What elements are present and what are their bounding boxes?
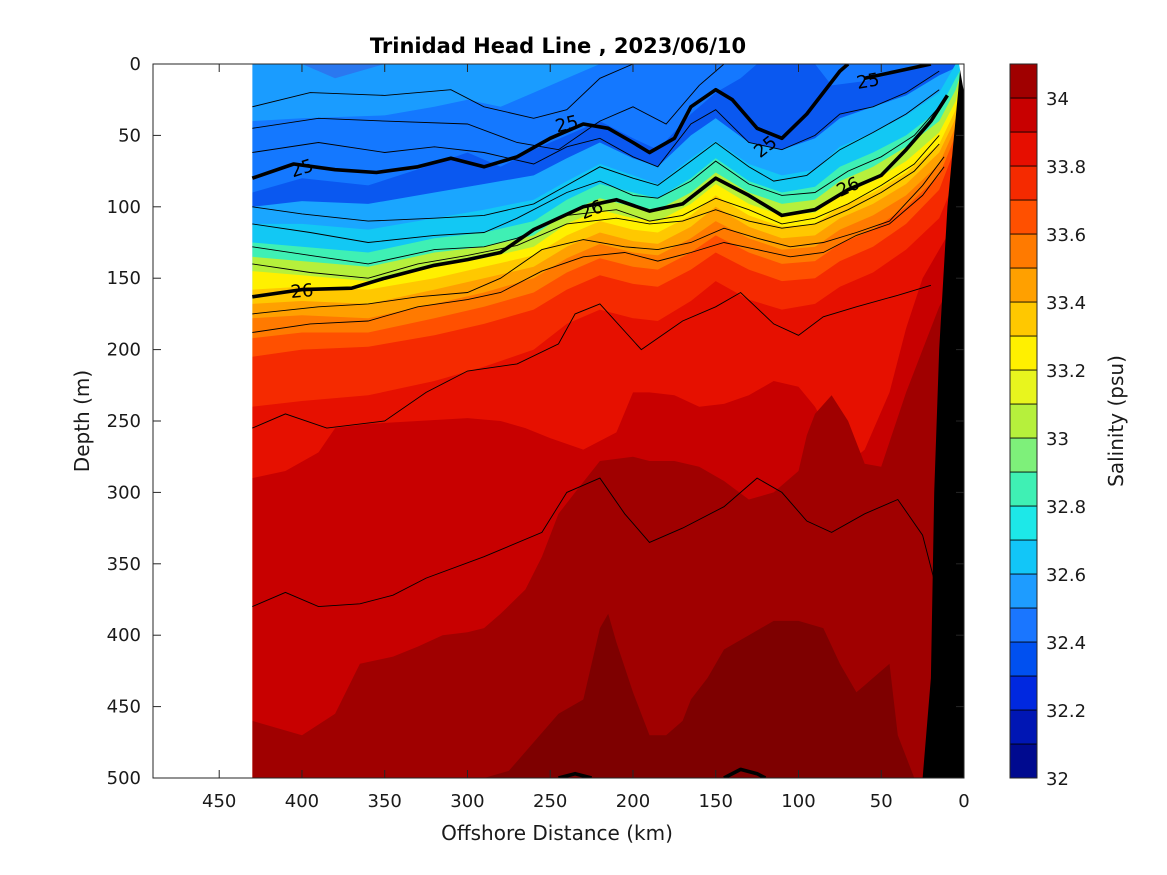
colorbar-swatch bbox=[1009, 573, 1038, 609]
isopycnal-line bbox=[252, 89, 940, 222]
x-tick-label: 0 bbox=[958, 791, 969, 812]
chart-title: Trinidad Head Line , 2023/06/10 bbox=[370, 34, 746, 58]
x-axis-ticks: 450 400 350 300 250 200 150 100 50 0 bbox=[202, 64, 970, 812]
colorbar-swatch bbox=[1009, 301, 1038, 337]
x-tick-label: 50 bbox=[870, 791, 893, 812]
salinity-field bbox=[153, 64, 964, 778]
colorbar-tick-label: 32.6 bbox=[1046, 565, 1086, 586]
colorbar: 32 32.2 32.4 32.6 32.8 33 33.2 33.4 33.6 33.8 34 bbox=[1009, 63, 1086, 790]
colorbar-tick-label: 32.2 bbox=[1046, 701, 1086, 722]
colorbar-tick-label: 33.2 bbox=[1046, 361, 1086, 382]
colorbar-tick-label: 32.4 bbox=[1046, 633, 1086, 654]
colorbar-tick-label: 33.8 bbox=[1046, 157, 1086, 178]
bathymetry bbox=[922, 64, 964, 778]
y-tick-label: 200 bbox=[107, 340, 141, 361]
colorbar-tick-label: 34 bbox=[1046, 89, 1069, 110]
isopycnal-line bbox=[252, 477, 940, 608]
x-tick-label: 250 bbox=[533, 791, 567, 812]
y-axis-label: Depth (m) bbox=[70, 370, 94, 472]
colorbar-swatch bbox=[1009, 403, 1038, 439]
y-tick-label: 300 bbox=[107, 482, 141, 503]
isopycnal-line bbox=[252, 284, 932, 429]
colorbar-swatch bbox=[1009, 267, 1038, 303]
y-tick-label: 50 bbox=[118, 125, 141, 146]
x-tick-label: 450 bbox=[202, 791, 236, 812]
y-tick-label: 250 bbox=[107, 411, 141, 432]
colorbar-tick-label: 32.8 bbox=[1046, 497, 1086, 518]
isopycnal-line bbox=[252, 166, 945, 333]
colorbar-swatch bbox=[1009, 539, 1038, 575]
y-axis-ticks: 0 50 100 150 200 250 300 350 400 450 500 bbox=[107, 54, 964, 789]
band-b17 bbox=[252, 613, 964, 778]
x-tick-label: 350 bbox=[368, 791, 402, 812]
y-tick-label: 400 bbox=[107, 625, 141, 646]
x-tick-label: 300 bbox=[450, 791, 484, 812]
isopycnal-line bbox=[252, 135, 940, 265]
isopycnal-line bbox=[252, 70, 940, 168]
colorbar-swatch bbox=[1009, 97, 1038, 133]
isopycnal-line bbox=[252, 64, 634, 119]
isopycnal-line bbox=[252, 106, 940, 243]
density-contour-segment bbox=[723, 767, 767, 778]
contour-label-25: 25 bbox=[855, 69, 881, 94]
isopycnal-lines bbox=[252, 64, 945, 608]
density-contour-25 bbox=[864, 64, 932, 81]
isopycnal-line bbox=[252, 64, 725, 151]
colorbar-swatch bbox=[1009, 233, 1038, 269]
colorbar-frame bbox=[1009, 63, 1038, 779]
no-data-region bbox=[153, 64, 253, 778]
y-tick-label: 350 bbox=[107, 554, 141, 575]
isopycnal-line bbox=[252, 156, 945, 315]
density-contours bbox=[251, 64, 949, 778]
colorbar-swatch bbox=[1009, 131, 1038, 167]
bathymetry-gap bbox=[959, 64, 964, 93]
density-contour-segment bbox=[558, 771, 593, 778]
colorbar-swatch bbox=[1009, 63, 1038, 99]
colorbar-swatch bbox=[1009, 709, 1038, 745]
colorbar-tick-label: 33.6 bbox=[1046, 225, 1086, 246]
isopycnal-line bbox=[252, 143, 940, 279]
colorbar-tick-label: 32 bbox=[1046, 769, 1069, 790]
density-contour-26 bbox=[252, 94, 949, 299]
y-tick-label: 450 bbox=[107, 697, 141, 718]
colorbar-swatch bbox=[1009, 369, 1038, 405]
colorbar-swatch bbox=[1009, 743, 1038, 779]
y-tick-label: 500 bbox=[107, 768, 141, 789]
x-tick-label: 100 bbox=[781, 791, 815, 812]
colorbar-swatch bbox=[1009, 199, 1038, 235]
colorbar-swatch bbox=[1009, 641, 1038, 677]
x-tick-label: 200 bbox=[616, 791, 650, 812]
colorbar-swatch bbox=[1009, 607, 1038, 643]
colorbar-swatch bbox=[1009, 437, 1038, 473]
colorbar-swatch bbox=[1009, 335, 1038, 371]
density-contour-25 bbox=[251, 64, 850, 180]
y-tick-label: 100 bbox=[107, 197, 141, 218]
colorbar-tick-label: 33.4 bbox=[1046, 293, 1086, 314]
colorbar-swatch bbox=[1009, 471, 1038, 507]
colorbar-swatch bbox=[1009, 505, 1038, 541]
colorbar-swatch bbox=[1009, 165, 1038, 201]
x-axis-label: Offshore Distance (km) bbox=[441, 821, 673, 845]
colorbar-tick-label: 33 bbox=[1046, 429, 1069, 450]
y-tick-label: 0 bbox=[130, 54, 141, 75]
colorbar-swatch bbox=[1009, 675, 1038, 711]
contour-label-26: 26 bbox=[290, 280, 315, 303]
colorbar-label: Salinity (psu) bbox=[1104, 355, 1128, 487]
x-tick-label: 400 bbox=[285, 791, 319, 812]
x-tick-label: 150 bbox=[699, 791, 733, 812]
y-tick-label: 150 bbox=[107, 268, 141, 289]
